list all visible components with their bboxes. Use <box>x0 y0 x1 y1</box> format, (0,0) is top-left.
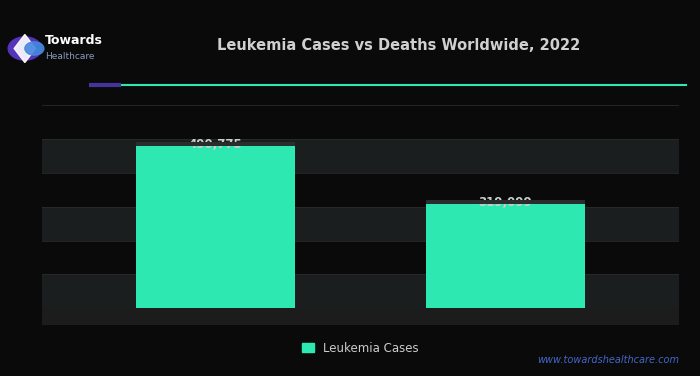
Bar <box>42 308 679 325</box>
Bar <box>136 142 295 146</box>
Bar <box>42 139 679 173</box>
Text: Towards: Towards <box>45 34 103 47</box>
Bar <box>42 207 679 241</box>
Text: 490,775: 490,775 <box>189 138 243 151</box>
Text: 319,099: 319,099 <box>478 196 532 209</box>
Polygon shape <box>14 35 36 62</box>
Bar <box>42 274 679 308</box>
Circle shape <box>8 37 41 60</box>
Text: Leukemia Cases vs Deaths Worldwide, 2022: Leukemia Cases vs Deaths Worldwide, 2022 <box>218 38 580 53</box>
Legend: Leukemia Cases: Leukemia Cases <box>298 337 424 359</box>
Bar <box>426 200 585 308</box>
Bar <box>136 142 295 308</box>
Bar <box>426 200 585 205</box>
Text: www.towardshealthcare.com: www.towardshealthcare.com <box>537 355 679 365</box>
Text: Healthcare: Healthcare <box>45 52 94 61</box>
Circle shape <box>25 42 44 55</box>
